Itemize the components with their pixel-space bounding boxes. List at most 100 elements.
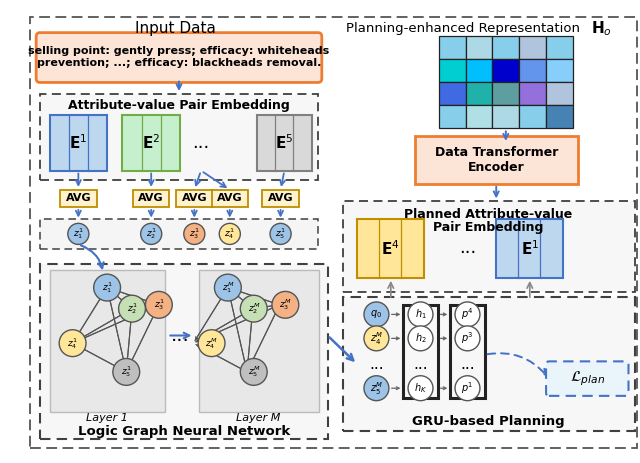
Bar	[450, 305, 484, 398]
Text: $p^1$: $p^1$	[461, 380, 474, 396]
Text: $h_1$: $h_1$	[415, 307, 426, 321]
Text: Data Transformer
Encoder: Data Transformer Encoder	[435, 146, 558, 174]
Bar	[465, 82, 492, 106]
FancyArrowPatch shape	[75, 290, 106, 340]
Text: $z_4^M$: $z_4^M$	[370, 330, 383, 347]
FancyArrowPatch shape	[228, 292, 246, 369]
FancyArrowPatch shape	[74, 291, 105, 341]
FancyArrowPatch shape	[195, 291, 226, 341]
Text: AVG: AVG	[182, 194, 207, 203]
FancyArrowPatch shape	[249, 307, 278, 368]
Bar	[496, 219, 563, 278]
Circle shape	[408, 302, 433, 327]
Text: AVG: AVG	[217, 194, 243, 203]
FancyArrowPatch shape	[127, 313, 132, 369]
Bar	[492, 59, 519, 82]
Circle shape	[408, 326, 433, 351]
Text: AVG: AVG	[138, 194, 164, 203]
FancyBboxPatch shape	[36, 32, 322, 82]
FancyArrowPatch shape	[108, 290, 126, 368]
FancyArrowPatch shape	[330, 338, 353, 360]
FancyArrowPatch shape	[392, 313, 399, 316]
Text: $h_2$: $h_2$	[415, 332, 426, 345]
Bar	[519, 106, 546, 128]
Bar	[465, 106, 492, 128]
Text: $z_3^M$: $z_3^M$	[279, 297, 292, 312]
Circle shape	[455, 302, 480, 327]
Circle shape	[118, 295, 145, 322]
Circle shape	[270, 223, 291, 244]
Text: $z_1^1$: $z_1^1$	[102, 280, 113, 295]
FancyArrowPatch shape	[493, 187, 499, 196]
Text: $z_3^1$: $z_3^1$	[154, 297, 164, 312]
Circle shape	[141, 223, 162, 244]
FancyArrowPatch shape	[197, 306, 277, 342]
FancyArrowPatch shape	[127, 308, 157, 369]
FancyArrowPatch shape	[246, 312, 253, 368]
FancyArrowPatch shape	[232, 288, 277, 304]
FancyArrowPatch shape	[75, 344, 123, 370]
FancyArrowPatch shape	[503, 131, 508, 139]
Text: selling point: gently press; efficacy: whiteheads: selling point: gently press; efficacy: w…	[28, 46, 330, 56]
Text: $z_4^1$: $z_4^1$	[225, 226, 235, 241]
Text: ...: ...	[413, 357, 428, 372]
Circle shape	[241, 295, 267, 322]
Text: Pair Embedding: Pair Embedding	[433, 221, 544, 234]
Text: $z_1^M$: $z_1^M$	[221, 280, 234, 295]
FancyArrowPatch shape	[136, 305, 156, 309]
Bar	[40, 94, 318, 180]
Text: $\mathbf{H}_o$: $\mathbf{H}_o$	[591, 19, 612, 38]
FancyArrowPatch shape	[109, 289, 129, 306]
FancyArrowPatch shape	[392, 387, 399, 389]
Text: $\mathbf{E}^5$: $\mathbf{E}^5$	[275, 133, 294, 152]
Bar	[199, 270, 319, 412]
Text: $z_1^1$: $z_1^1$	[73, 226, 84, 241]
Text: $z_4^M$: $z_4^M$	[205, 336, 218, 350]
Bar	[49, 270, 164, 412]
Circle shape	[455, 326, 480, 351]
FancyArrowPatch shape	[125, 312, 132, 368]
Bar	[439, 82, 465, 106]
FancyArrowPatch shape	[148, 210, 154, 216]
Bar	[176, 190, 212, 207]
FancyArrowPatch shape	[280, 173, 285, 185]
FancyArrowPatch shape	[76, 310, 130, 341]
FancyArrowPatch shape	[440, 387, 446, 389]
Bar	[492, 82, 519, 106]
Bar	[546, 59, 573, 82]
Text: $\mathbf{E}^1$: $\mathbf{E}^1$	[520, 239, 539, 257]
Text: $z_4^1$: $z_4^1$	[67, 336, 78, 350]
Circle shape	[408, 376, 433, 400]
Bar	[546, 37, 573, 59]
Bar	[133, 190, 170, 207]
Bar	[492, 106, 519, 128]
FancyArrowPatch shape	[76, 210, 81, 216]
Circle shape	[113, 358, 140, 385]
Bar	[546, 106, 573, 128]
FancyArrowPatch shape	[204, 172, 226, 187]
Text: $z_5^1$: $z_5^1$	[275, 226, 286, 241]
Bar	[49, 115, 107, 171]
Text: Layer 1: Layer 1	[86, 413, 128, 423]
Text: $z_5^M$: $z_5^M$	[370, 380, 383, 397]
Bar	[60, 190, 97, 207]
Bar	[40, 219, 318, 249]
Bar	[465, 59, 492, 82]
Bar	[519, 82, 546, 106]
Bar	[546, 82, 573, 106]
FancyArrowPatch shape	[230, 289, 250, 306]
Bar	[343, 297, 636, 432]
FancyArrowPatch shape	[440, 313, 446, 316]
FancyArrowPatch shape	[192, 210, 197, 216]
FancyArrowPatch shape	[227, 210, 232, 216]
Text: Attribute-value Pair Embedding: Attribute-value Pair Embedding	[68, 99, 290, 112]
Circle shape	[220, 223, 241, 244]
Text: ...: ...	[171, 326, 189, 345]
Circle shape	[364, 302, 389, 327]
FancyArrowPatch shape	[195, 290, 227, 340]
Circle shape	[455, 376, 480, 400]
FancyArrowPatch shape	[128, 307, 157, 368]
FancyArrowPatch shape	[278, 210, 283, 216]
Circle shape	[241, 358, 267, 385]
Circle shape	[145, 291, 172, 318]
